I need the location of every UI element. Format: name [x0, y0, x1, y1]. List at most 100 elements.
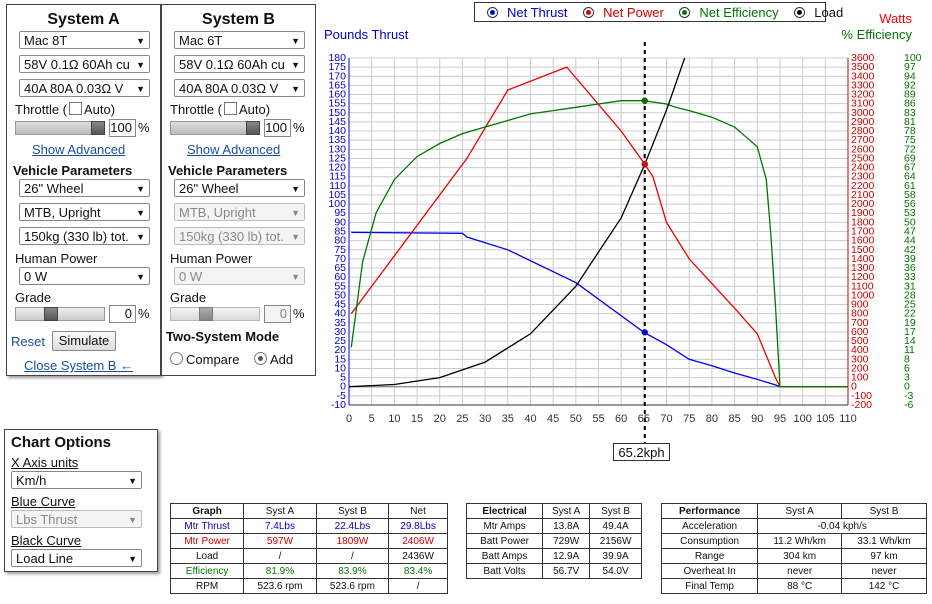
watts-tick-label: 1300 — [851, 262, 875, 274]
controller-select-a[interactable]: 40A 80A 0.03Ω V ▼ — [19, 79, 150, 97]
watts-tick-label: 2800 — [851, 125, 875, 137]
throttle-slider-a[interactable] — [15, 121, 105, 135]
bike-type-select-b: MTB, Upright ▼ — [174, 203, 305, 221]
show-advanced-link-a[interactable]: Show Advanced — [32, 142, 126, 157]
x-tick-label: 95 — [774, 413, 786, 425]
efficiency-tick-label: 44 — [904, 235, 916, 247]
watts-tick-label: -100 — [851, 390, 872, 402]
watts-tick-label: 100 — [851, 372, 869, 384]
efficiency-tick-label: 31 — [904, 280, 916, 292]
efficiency-tick-label: 75 — [904, 134, 916, 146]
table-row: Efficiency 81.9% 83.9% 83.4% — [169, 563, 448, 579]
watts-tick-label: 2500 — [851, 152, 875, 164]
watts-tick-label: 200 — [851, 362, 869, 374]
watts-tick-label: 3600 — [851, 52, 875, 64]
x-tick-label: 50 — [570, 413, 582, 425]
thrust-tick-label: 170 — [328, 70, 346, 82]
watts-tick-label: 2900 — [851, 116, 875, 128]
x-tick-label: 90 — [751, 413, 763, 425]
human-power-label-b: Human Power — [170, 251, 253, 266]
thrust-tick-label: 155 — [328, 98, 346, 110]
legend-net-thrust[interactable]: Net Thrust — [481, 5, 567, 20]
throttle-label-a: Throttle (Auto) — [15, 102, 116, 117]
legend-net-power[interactable]: Net Power — [577, 5, 664, 20]
black-curve-select[interactable]: Load Line ▼ — [11, 549, 142, 567]
watts-tick-label: 1000 — [851, 289, 875, 301]
table-row: Mtr Thrust 7.4Lbs 22.4Lbs 29.8Lbs — [169, 518, 448, 534]
wheel-select-a[interactable]: 26" Wheel ▼ — [19, 179, 150, 197]
human-power-select-a[interactable]: 0 W ▼ — [19, 267, 150, 285]
header-cell: Graph — [169, 503, 245, 519]
grade-slider-a[interactable] — [15, 307, 105, 321]
battery-select-b[interactable]: 58V 0.1Ω 60Ah cu ▼ — [174, 55, 305, 73]
efficiency-tick-label: 94 — [904, 70, 916, 82]
efficiency-tick-label: 97 — [904, 61, 916, 73]
efficiency-tick-label: 100 — [904, 52, 922, 64]
efficiency-tick-label: 28 — [904, 289, 916, 301]
thrust-tick-label: 120 — [328, 162, 346, 174]
watts-tick-label: 2000 — [851, 198, 875, 210]
watts-tick-label: 400 — [851, 344, 869, 356]
efficiency-tick-label: 72 — [904, 143, 916, 155]
vehicle-params-heading-b: Vehicle Parameters — [168, 163, 288, 178]
efficiency-tick-label: 89 — [904, 89, 916, 101]
x-tick-label: 105 — [816, 413, 834, 425]
efficiency-tick-label: 53 — [904, 207, 916, 219]
motor-select-a[interactable]: Mac 8T ▼ — [19, 31, 150, 49]
slider-thumb — [91, 121, 105, 135]
thrust-tick-label: 175 — [328, 61, 346, 73]
grade-slider-b — [170, 307, 260, 321]
thrust-tick-label: 55 — [334, 280, 346, 292]
throttle-value-a[interactable]: 100 — [109, 119, 136, 137]
table-row: Overheat In never never — [660, 563, 927, 579]
auto-checkbox-b[interactable] — [224, 102, 238, 115]
efficiency-tick-label: 22 — [904, 308, 916, 320]
weight-select-a[interactable]: 150kg (330 lb) tot. ▼ — [19, 227, 150, 245]
watts-tick-label: 3500 — [851, 61, 875, 73]
system-b-panel: System B Mac 6T ▼ 58V 0.1Ω 60Ah cu ▼ 40A 8… — [161, 4, 316, 376]
motor-select-b[interactable]: Mac 6T ▼ — [174, 31, 305, 49]
series-net-thrust — [351, 231, 848, 388]
throttle-value-b[interactable]: 100 — [264, 119, 291, 137]
battery-select-a[interactable]: 58V 0.1Ω 60Ah cu ▼ — [19, 55, 150, 73]
throttle-slider-b[interactable] — [170, 121, 260, 135]
watts-tick-label: 2200 — [851, 180, 875, 192]
show-advanced-link-b[interactable]: Show Advanced — [187, 142, 281, 157]
watts-tick-label: 700 — [851, 317, 869, 329]
watts-tick-label: 1100 — [851, 280, 874, 292]
legend-net-efficiency[interactable]: Net Efficiency — [673, 5, 779, 20]
header-cell: Net — [388, 503, 448, 519]
thrust-tick-label: 115 — [329, 171, 346, 183]
simulate-button[interactable]: Simulate — [52, 331, 116, 351]
header-cell: Syst B — [841, 503, 927, 519]
radio-checked-icon — [254, 352, 267, 365]
auto-checkbox-a[interactable] — [69, 102, 83, 115]
x-tick-label: 70 — [660, 413, 672, 425]
watts-tick-label: 1600 — [851, 235, 875, 247]
reset-link[interactable]: Reset — [11, 334, 45, 349]
x-axis-units-select[interactable]: Km/h ▼ — [11, 471, 142, 489]
chevron-down-icon: ▼ — [291, 208, 300, 218]
efficiency-tick-label: 58 — [904, 189, 916, 201]
bike-type-select-a[interactable]: MTB, Upright ▼ — [19, 203, 150, 221]
close-system-b-link[interactable]: Close System B ← — [24, 358, 134, 373]
controller-select-b[interactable]: 40A 80A 0.03Ω V ▼ — [174, 79, 305, 97]
add-radio[interactable]: Add — [254, 352, 293, 367]
watts-tick-label: 800 — [851, 308, 869, 320]
cursor-speed-label: 65.2kph — [613, 443, 670, 461]
radio-icon — [487, 7, 498, 18]
table-row: Final Temp 88 °C 142 °C — [660, 578, 927, 594]
grade-value-a[interactable]: 0 — [109, 305, 136, 323]
watts-tick-label: 1400 — [851, 253, 875, 265]
series-net-power — [350, 66, 848, 388]
radio-icon — [679, 7, 691, 18]
simulation-chart[interactable]: -10 -200 -6-5 -100 -30 0 05 100 310 200 615 300 820 4… — [0, 0, 932, 470]
x-tick-label: 30 — [479, 413, 491, 425]
compare-radio[interactable]: Compare — [170, 352, 239, 367]
wheel-select-b[interactable]: 26" Wheel ▼ — [174, 179, 305, 197]
table-row: RPM 523.6 rpm 523.6 rpm / — [169, 578, 448, 594]
efficiency-tick-label: 17 — [904, 326, 916, 338]
legend-load[interactable]: Load — [788, 5, 843, 20]
percent-label: % — [293, 306, 305, 321]
chevron-down-icon: ▼ — [291, 184, 300, 194]
